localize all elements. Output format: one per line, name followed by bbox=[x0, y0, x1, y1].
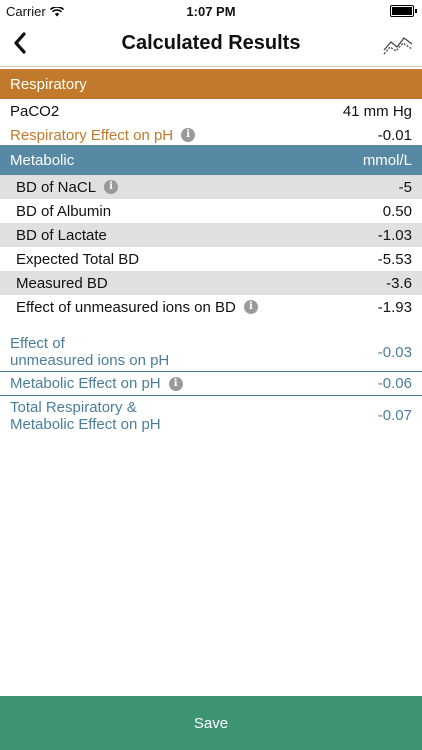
bd-albumin-label: BD of Albumin bbox=[16, 202, 112, 220]
bd-nacl-value: -5 bbox=[398, 178, 412, 196]
carrier-label: Carrier bbox=[6, 4, 46, 19]
navigation-bar: Calculated Results bbox=[0, 22, 422, 67]
graph-icon[interactable] bbox=[382, 30, 414, 58]
bd-albumin-row: BD of Albumin 0.50 bbox=[0, 199, 422, 223]
total-effect-ph-row: Total Respiratory & Metabolic Effect on … bbox=[0, 396, 422, 435]
clock: 1:07 PM bbox=[186, 4, 236, 19]
unmeasured-ions-bd-label: Effect of unmeasured ions on BD bbox=[16, 298, 236, 316]
metabolic-header-label: Metabolic bbox=[10, 151, 75, 169]
info-icon[interactable]: i bbox=[243, 300, 258, 314]
bd-nacl-row: BD of NaCL i -5 bbox=[0, 175, 422, 199]
info-icon[interactable]: i bbox=[168, 376, 183, 391]
battery-icon bbox=[390, 5, 417, 17]
unmeasured-ions-ph-value: -0.03 bbox=[377, 343, 412, 361]
total-effect-ph-label-line2: Metabolic Effect on pH bbox=[10, 415, 161, 433]
info-icon[interactable]: i bbox=[181, 128, 196, 142]
expected-total-bd-label: Expected Total BD bbox=[16, 250, 140, 268]
metabolic-effect-ph-value: -0.06 bbox=[377, 375, 412, 392]
expected-total-bd-row: Expected Total BD -5.53 bbox=[0, 247, 422, 271]
unmeasured-ions-ph-row: Effect of unmeasured ions on pH -0.03 bbox=[0, 333, 422, 372]
measured-bd-value: -3.6 bbox=[386, 274, 412, 292]
bd-lactate-value: -1.03 bbox=[377, 226, 412, 244]
respiratory-header-label: Respiratory bbox=[10, 75, 87, 93]
wifi-icon bbox=[49, 6, 64, 16]
paco2-value: 41 mm Hg bbox=[342, 102, 412, 120]
metabolic-section: Metabolic mmol/L BD of NaCL i -5 BD of A… bbox=[0, 145, 422, 319]
metabolic-effect-ph-row: Metabolic Effect on pH i -0.06 bbox=[0, 372, 422, 396]
unmeasured-ions-bd-value: -1.93 bbox=[377, 298, 412, 316]
bd-albumin-value: 0.50 bbox=[382, 202, 412, 220]
respiratory-effect-row: Respiratory Effect on pH i -0.01 bbox=[0, 123, 422, 147]
metabolic-header: Metabolic mmol/L bbox=[0, 145, 422, 175]
total-effect-ph-value: -0.07 bbox=[377, 407, 412, 424]
respiratory-effect-label: Respiratory Effect on pH bbox=[10, 126, 174, 144]
metabolic-effect-ph-label: Metabolic Effect on pH bbox=[10, 375, 161, 392]
bd-nacl-label: BD of NaCL bbox=[16, 178, 97, 196]
carrier-indicator: Carrier bbox=[6, 4, 64, 19]
respiratory-header: Respiratory bbox=[0, 69, 422, 99]
unmeasured-ions-bd-row: Effect of unmeasured ions on BD i -1.93 bbox=[0, 295, 422, 319]
info-icon[interactable]: i bbox=[104, 180, 119, 194]
measured-bd-row: Measured BD -3.6 bbox=[0, 271, 422, 295]
page-title: Calculated Results bbox=[121, 32, 301, 54]
save-button[interactable]: Save bbox=[0, 696, 422, 750]
metabolic-unit-label: mmol/L bbox=[362, 151, 412, 169]
unmeasured-ions-ph-label-line1: Effect of bbox=[10, 335, 65, 352]
paco2-label: PaCO2 bbox=[10, 102, 60, 120]
measured-bd-label: Measured BD bbox=[16, 274, 108, 292]
respiratory-effect-value: -0.01 bbox=[377, 126, 412, 144]
paco2-row: PaCO2 41 mm Hg bbox=[0, 99, 422, 123]
total-effect-ph-label-line1: Total Respiratory & bbox=[10, 398, 137, 416]
bd-lactate-row: BD of Lactate -1.03 bbox=[0, 223, 422, 247]
expected-total-bd-value: -5.53 bbox=[377, 250, 412, 268]
ph-effects-section: Effect of unmeasured ions on pH -0.03 Me… bbox=[0, 333, 422, 435]
respiratory-section: Respiratory PaCO2 41 mm Hg Respiratory E… bbox=[0, 69, 422, 147]
bd-lactate-label: BD of Lactate bbox=[16, 226, 107, 244]
status-bar: Carrier 1:07 PM bbox=[0, 0, 422, 22]
back-chevron-icon[interactable] bbox=[6, 28, 36, 58]
unmeasured-ions-ph-label-line2: unmeasured ions on pH bbox=[10, 352, 170, 369]
